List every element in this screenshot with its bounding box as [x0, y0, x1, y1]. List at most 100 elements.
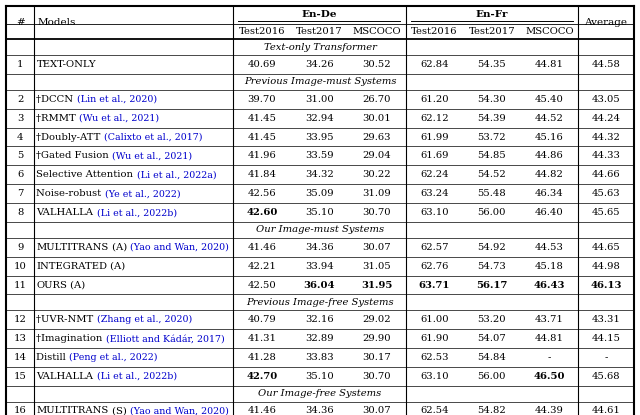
- Text: 31.95: 31.95: [361, 281, 392, 290]
- Text: 63.10: 63.10: [420, 208, 449, 217]
- Text: 32.89: 32.89: [305, 334, 333, 343]
- Text: 3: 3: [17, 114, 23, 123]
- Text: (Wu et al., 2021): (Wu et al., 2021): [79, 114, 159, 123]
- Text: 44.82: 44.82: [535, 170, 564, 179]
- Text: (Yao and Wan, 2020): (Yao and Wan, 2020): [130, 243, 229, 252]
- Text: #: #: [16, 18, 24, 27]
- Text: †RMMT: †RMMT: [36, 114, 79, 123]
- Text: 54.35: 54.35: [477, 60, 506, 69]
- Text: 41.31: 41.31: [247, 334, 276, 343]
- Text: 53.72: 53.72: [477, 132, 506, 142]
- Text: 7: 7: [17, 189, 23, 198]
- Text: (Peng et al., 2022): (Peng et al., 2022): [69, 353, 158, 362]
- Text: 43.31: 43.31: [591, 315, 620, 324]
- Text: 42.50: 42.50: [248, 281, 276, 290]
- Text: 45.18: 45.18: [535, 261, 564, 271]
- Text: †Doubly-ATT: †Doubly-ATT: [36, 132, 104, 142]
- Text: 41.46: 41.46: [248, 243, 276, 252]
- Text: 46.43: 46.43: [534, 281, 565, 290]
- Text: MSCOCO: MSCOCO: [353, 27, 401, 36]
- Text: MULTITRANS: MULTITRANS: [36, 406, 109, 415]
- Text: 35.10: 35.10: [305, 372, 333, 381]
- Text: 30.07: 30.07: [362, 406, 391, 415]
- Text: TEXT-ONLY: TEXT-ONLY: [36, 60, 96, 69]
- Text: -: -: [604, 353, 607, 362]
- Text: Test2016: Test2016: [411, 27, 458, 36]
- Text: 40.69: 40.69: [248, 60, 276, 69]
- Text: †Gated Fusion: †Gated Fusion: [36, 151, 112, 161]
- Text: 44.66: 44.66: [591, 170, 620, 179]
- Text: 40.79: 40.79: [248, 315, 276, 324]
- Text: 13: 13: [13, 334, 26, 343]
- Text: Our Image-must Systems: Our Image-must Systems: [256, 225, 384, 234]
- Text: 8: 8: [17, 208, 23, 217]
- Text: 30.70: 30.70: [362, 208, 391, 217]
- Text: 1: 1: [17, 60, 24, 69]
- Text: 35.10: 35.10: [305, 208, 333, 217]
- Text: 45.68: 45.68: [591, 372, 620, 381]
- Text: 54.84: 54.84: [477, 353, 506, 362]
- Text: 42.70: 42.70: [246, 372, 278, 381]
- Text: 30.70: 30.70: [362, 372, 391, 381]
- Text: 45.65: 45.65: [591, 208, 620, 217]
- Text: 44.98: 44.98: [591, 261, 620, 271]
- Text: 44.15: 44.15: [591, 334, 620, 343]
- Text: Models: Models: [37, 18, 76, 27]
- Text: Selective Attention: Selective Attention: [36, 170, 136, 179]
- Text: INTEGRATED: INTEGRATED: [36, 261, 108, 271]
- Text: (Ye et al., 2022): (Ye et al., 2022): [105, 189, 180, 198]
- Text: 63.10: 63.10: [420, 372, 449, 381]
- Text: 29.02: 29.02: [362, 315, 391, 324]
- Text: Test2017: Test2017: [468, 27, 515, 36]
- Text: (Wu et al., 2021): (Wu et al., 2021): [112, 151, 193, 161]
- Text: 30.07: 30.07: [362, 243, 391, 252]
- Text: 45.16: 45.16: [535, 132, 564, 142]
- Text: (S): (S): [109, 406, 130, 415]
- Text: (A): (A): [67, 281, 86, 290]
- Text: 42.21: 42.21: [248, 261, 276, 271]
- Text: 26.70: 26.70: [363, 95, 391, 104]
- Text: 31.09: 31.09: [362, 189, 391, 198]
- Text: 30.52: 30.52: [362, 60, 391, 69]
- Text: 41.84: 41.84: [247, 170, 276, 179]
- Text: 63.71: 63.71: [419, 281, 450, 290]
- Text: 16: 16: [13, 406, 26, 415]
- Text: 41.28: 41.28: [248, 353, 276, 362]
- Text: 44.24: 44.24: [591, 114, 620, 123]
- Text: 34.36: 34.36: [305, 243, 333, 252]
- Text: 54.39: 54.39: [477, 114, 506, 123]
- Text: 54.82: 54.82: [477, 406, 506, 415]
- Text: 53.20: 53.20: [477, 315, 506, 324]
- Text: Previous Image-must Systems: Previous Image-must Systems: [244, 78, 396, 86]
- Text: VALHALLA: VALHALLA: [36, 208, 97, 217]
- Text: MSCOCO: MSCOCO: [525, 27, 573, 36]
- Text: (Lin et al., 2020): (Lin et al., 2020): [77, 95, 157, 104]
- Text: 61.00: 61.00: [420, 315, 449, 324]
- Text: 44.61: 44.61: [591, 406, 620, 415]
- Text: 44.33: 44.33: [591, 151, 620, 161]
- Text: 54.30: 54.30: [477, 95, 506, 104]
- Text: En-Fr: En-Fr: [476, 10, 508, 20]
- Text: OURS: OURS: [36, 281, 67, 290]
- Text: 55.48: 55.48: [477, 189, 506, 198]
- Text: 34.32: 34.32: [305, 170, 333, 179]
- Text: 2: 2: [17, 95, 23, 104]
- Text: (Li et al., 2022a): (Li et al., 2022a): [136, 170, 216, 179]
- Text: 61.90: 61.90: [420, 334, 449, 343]
- Text: 62.24: 62.24: [420, 170, 449, 179]
- Text: 35.09: 35.09: [305, 189, 333, 198]
- Text: 62.53: 62.53: [420, 353, 449, 362]
- Text: (Calixto et al., 2017): (Calixto et al., 2017): [104, 132, 202, 142]
- Text: (A): (A): [109, 243, 130, 252]
- Text: VALHALLA: VALHALLA: [36, 372, 97, 381]
- Text: 54.73: 54.73: [477, 261, 506, 271]
- Text: 44.81: 44.81: [535, 60, 564, 69]
- Text: 56.17: 56.17: [476, 281, 508, 290]
- Text: 30.22: 30.22: [362, 170, 391, 179]
- Text: 56.00: 56.00: [477, 372, 506, 381]
- Text: Our Image-free Systems: Our Image-free Systems: [259, 389, 381, 398]
- Text: (Yao and Wan, 2020): (Yao and Wan, 2020): [130, 406, 228, 415]
- Text: 41.46: 41.46: [248, 406, 276, 415]
- Text: †UVR-NMT: †UVR-NMT: [36, 315, 97, 324]
- Text: †Imagination: †Imagination: [36, 334, 106, 343]
